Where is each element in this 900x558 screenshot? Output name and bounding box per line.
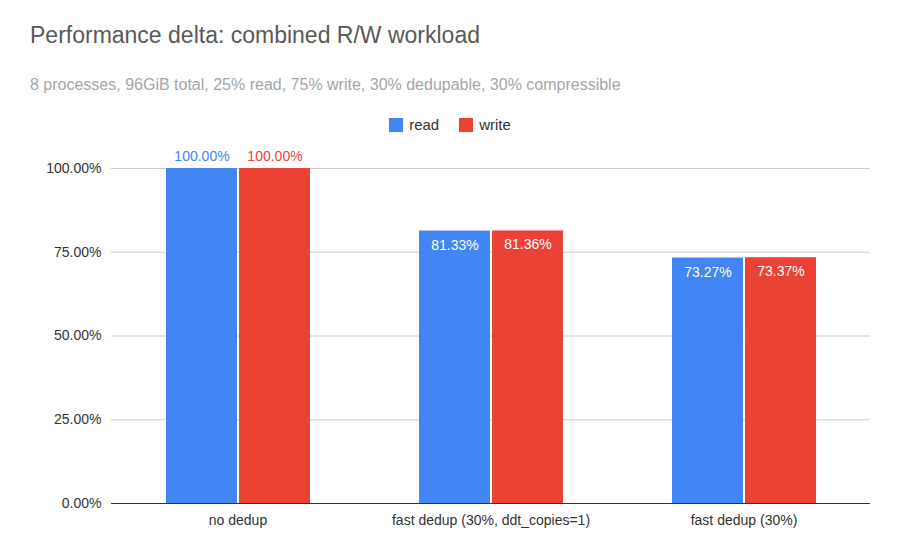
- html-text:Performance delta: combined R/: Performance delta: combined R/W workload: [30, 22, 480, 48]
- svg-text:73.27%: 73.27%: [684, 264, 731, 280]
- svg-text:100.00%: 100.00%: [46, 160, 101, 176]
- svg-text:50.00%: 50.00%: [54, 327, 101, 343]
- svg-text:81.36%: 81.36%: [504, 236, 551, 252]
- svg-text:100.00%: 100.00%: [174, 148, 229, 164]
- html-text:write: write: [479, 116, 511, 133]
- svg-text:0.00%: 0.00%: [62, 495, 102, 511]
- svg-text:no dedup: no dedup: [209, 512, 268, 528]
- svg-text:75.00%: 75.00%: [54, 244, 101, 260]
- svg-text:fast dedup (30%, ddt_copies=1): fast dedup (30%, ddt_copies=1): [392, 512, 590, 528]
- html-text:read: read: [409, 116, 440, 133]
- svg-text:25.00%: 25.00%: [54, 411, 101, 427]
- svg-text:100.00%: 100.00%: [247, 148, 302, 164]
- svg-text:fast dedup (30%): fast dedup (30%): [691, 512, 798, 528]
- html-text:8 processes, 96GiB total, 25%: 8 processes, 96GiB total, 25% read, 75% …: [30, 76, 621, 93]
- svg-text:73.37%: 73.37%: [757, 263, 804, 279]
- svg-text:81.33%: 81.33%: [431, 237, 478, 253]
